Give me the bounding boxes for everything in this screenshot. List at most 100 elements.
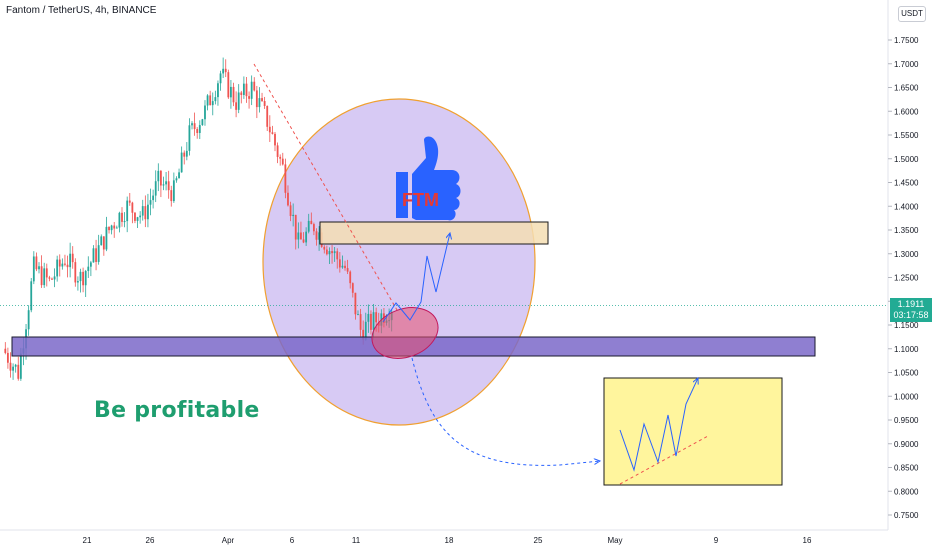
projection-path[interactable] bbox=[382, 233, 450, 323]
candle-body bbox=[193, 123, 196, 130]
candle-body bbox=[38, 266, 40, 270]
candle-body bbox=[121, 212, 123, 222]
candle-body bbox=[175, 178, 178, 181]
candle-body bbox=[12, 366, 14, 371]
candle-body bbox=[144, 206, 147, 220]
candle-body bbox=[71, 253, 74, 263]
candle-body bbox=[136, 217, 139, 221]
candle-body bbox=[227, 72, 230, 98]
candle-body bbox=[53, 276, 56, 280]
y-tick-label: 1.3000 bbox=[894, 250, 919, 259]
candle-body bbox=[328, 251, 331, 255]
x-tick-label: 21 bbox=[83, 536, 92, 545]
candle-body bbox=[154, 181, 157, 196]
candle-body bbox=[6, 352, 9, 363]
candle-body bbox=[336, 251, 339, 260]
candle-body bbox=[61, 263, 64, 267]
candle-body bbox=[307, 220, 310, 232]
candle-body bbox=[274, 133, 276, 146]
candle-body bbox=[204, 105, 206, 120]
candle-body bbox=[9, 362, 12, 371]
y-tick-label: 1.5500 bbox=[894, 131, 919, 140]
candle-body bbox=[84, 270, 87, 286]
candle-body bbox=[35, 256, 38, 270]
candle-body bbox=[357, 314, 359, 316]
candle-body bbox=[217, 83, 219, 98]
candle-body bbox=[318, 232, 320, 240]
candle-body bbox=[206, 95, 209, 106]
candle-body bbox=[255, 90, 258, 108]
candle-body bbox=[271, 132, 274, 134]
candle-body bbox=[48, 277, 51, 279]
x-tick-label: 9 bbox=[714, 536, 719, 545]
candle-body bbox=[32, 256, 35, 282]
candle-body bbox=[58, 259, 61, 267]
candle-body bbox=[364, 321, 367, 340]
candle-body bbox=[305, 231, 308, 243]
candle-body bbox=[211, 101, 214, 106]
be-profitable-text: Be profitable bbox=[94, 398, 260, 423]
candle-body bbox=[82, 271, 85, 286]
y-tick-label: 1.1500 bbox=[894, 321, 919, 330]
candle-body bbox=[263, 101, 266, 106]
candle-body bbox=[230, 86, 232, 98]
candle-body bbox=[294, 214, 297, 240]
bottom-highlight-ellipse[interactable] bbox=[365, 299, 445, 367]
highlight-circle[interactable] bbox=[262, 98, 536, 426]
x-tick-label: May bbox=[607, 536, 622, 545]
candle-body bbox=[19, 353, 22, 379]
x-axis-ticks[interactable]: 21 26 Apr 6 11 18 25 May 9 16 bbox=[83, 536, 812, 545]
candle-body bbox=[152, 195, 155, 201]
scenario-inset-box[interactable] bbox=[603, 377, 783, 486]
candle-body bbox=[201, 119, 204, 126]
candle-body bbox=[367, 313, 370, 322]
candle-body bbox=[289, 205, 292, 217]
y-tick-label: 1.3500 bbox=[894, 226, 919, 235]
candle-body bbox=[100, 236, 103, 246]
current-price-value: 1.1911 bbox=[897, 299, 925, 309]
candle-body bbox=[297, 232, 300, 240]
thumbs-up-label: FTM bbox=[402, 190, 439, 210]
candle-body bbox=[92, 248, 95, 263]
candle-body bbox=[183, 152, 186, 157]
candle-body bbox=[110, 225, 113, 231]
candle-body bbox=[95, 248, 97, 262]
candle-body bbox=[159, 170, 162, 186]
candle-body bbox=[224, 68, 227, 73]
candle-body bbox=[198, 125, 201, 133]
candle-body bbox=[123, 221, 126, 223]
currency-selector[interactable]: USDT bbox=[898, 6, 926, 22]
candle-body bbox=[222, 68, 225, 74]
candle-body bbox=[4, 348, 7, 353]
y-tick-label: 1.4000 bbox=[894, 202, 919, 211]
x-tick-label: 6 bbox=[290, 536, 295, 545]
candle-body bbox=[276, 145, 279, 157]
symbol-title[interactable]: Fantom / TetherUS, 4h, BINANCE bbox=[6, 5, 157, 16]
candle-body bbox=[349, 271, 352, 284]
candle-body bbox=[235, 102, 238, 110]
candlestick-series[interactable] bbox=[4, 57, 393, 381]
bar-countdown: 03:17:58 bbox=[893, 310, 929, 320]
y-axis-ticks[interactable]: 1.7500 1.7000 1.6500 1.6000 1.5500 1.5000 1.45… bbox=[888, 36, 919, 520]
candle-body bbox=[14, 364, 17, 367]
x-tick-label: Apr bbox=[222, 536, 235, 545]
candle-body bbox=[134, 212, 136, 221]
candle-body bbox=[108, 226, 110, 231]
candle-body bbox=[185, 150, 188, 157]
candle-body bbox=[188, 125, 191, 151]
candle-body bbox=[214, 97, 217, 102]
candle-body bbox=[172, 180, 175, 202]
candle-body bbox=[341, 265, 344, 268]
candle-body bbox=[17, 364, 20, 379]
candle-body bbox=[89, 262, 92, 267]
candle-body bbox=[56, 259, 59, 277]
y-tick-label: 1.2500 bbox=[894, 274, 919, 283]
thumbs-up-icon: FTM bbox=[396, 136, 461, 221]
candle-body bbox=[323, 246, 326, 250]
candle-body bbox=[118, 212, 121, 228]
candle-body bbox=[333, 251, 336, 254]
candle-body bbox=[242, 83, 245, 95]
candle-body bbox=[362, 329, 365, 340]
resistance-zone[interactable] bbox=[319, 221, 549, 245]
